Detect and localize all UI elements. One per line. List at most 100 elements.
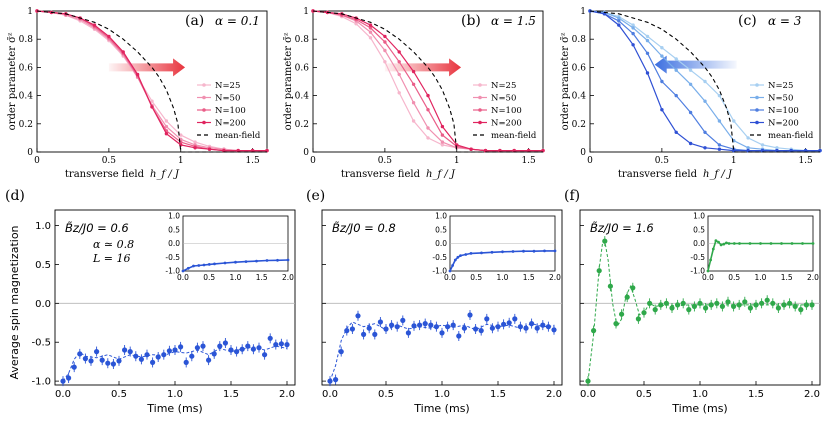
data-point	[77, 351, 83, 357]
inset-point	[276, 258, 279, 262]
x-axis-label: transverse field	[65, 169, 145, 180]
series-point	[746, 146, 750, 150]
param-label: B̃z/J0 = 1.6	[590, 221, 654, 235]
inset-point	[709, 258, 712, 262]
series-point	[383, 34, 387, 39]
inset-point	[522, 249, 525, 253]
series-point	[688, 110, 693, 115]
series-point	[660, 46, 664, 50]
x-tick-label: 0.5	[378, 389, 394, 400]
inset: 0.0 0.5 1.0 1.5 2.0 -1.0 -0.5 0.0 0.5 1.0	[690, 212, 819, 283]
x-axis-symbol: h_f / J	[426, 169, 456, 180]
x-axis-label: Time (ms)	[671, 402, 727, 415]
x-tick-label: 1.5	[748, 389, 764, 400]
trend-arrow	[384, 58, 462, 77]
series-point	[426, 93, 430, 98]
x-tick-label: 1.5	[490, 389, 506, 400]
series-point	[150, 105, 154, 109]
plot-frame	[589, 10, 821, 153]
data-point	[697, 300, 703, 306]
series-point	[631, 43, 635, 47]
series-point	[164, 119, 169, 123]
series-point	[411, 82, 416, 87]
series-point	[717, 93, 722, 98]
y-tick-label: 0.6	[295, 63, 310, 73]
inset-point	[738, 242, 741, 245]
series-point	[179, 133, 183, 137]
data-point	[641, 310, 647, 316]
data-point	[411, 323, 417, 329]
y-tick-label: -0.5	[31, 338, 51, 349]
y-tick-label: 1.0	[35, 221, 51, 232]
series-point	[703, 146, 707, 150]
data-point	[809, 302, 815, 308]
y-tick-label: 0.4	[572, 92, 587, 102]
series-point	[426, 108, 430, 112]
data-point	[489, 325, 495, 331]
data-point	[228, 347, 234, 353]
inset-point	[459, 254, 462, 257]
series-point	[631, 26, 635, 30]
data-point	[714, 300, 720, 306]
y-tick-label: 0.4	[295, 92, 310, 102]
y-tick-label: 0.6	[572, 63, 587, 73]
data-point	[787, 300, 793, 306]
y-tick-label: 0	[303, 148, 309, 158]
panel-label: (f)	[564, 188, 580, 204]
mean-field-line	[589, 10, 820, 153]
data-point	[731, 303, 737, 309]
legend-marker	[202, 120, 206, 125]
legend-label: N=25	[491, 81, 516, 91]
inset-x-tick-label: 1.5	[523, 273, 535, 282]
series-point	[164, 124, 169, 129]
inset-point	[255, 259, 258, 263]
series-point	[688, 141, 693, 146]
x-tick-label: 2.0	[804, 389, 820, 400]
series-point	[92, 23, 97, 27]
series-point	[193, 140, 197, 144]
y-tick-label: 1	[27, 7, 33, 17]
data-point	[250, 346, 256, 352]
inset-point	[719, 243, 723, 247]
data-point	[467, 312, 473, 318]
data-point	[372, 331, 378, 337]
inset-point	[501, 250, 504, 254]
legend-marker	[755, 95, 759, 100]
panel-label: (b)	[461, 13, 481, 29]
inset-y-tick-label: 0.5	[168, 225, 180, 234]
data-point	[377, 319, 383, 325]
series-point	[135, 72, 140, 77]
data-point	[652, 307, 658, 313]
data-point	[759, 300, 765, 306]
y-tick-label: 0	[27, 148, 33, 158]
data-point	[383, 326, 389, 332]
series-point	[383, 60, 387, 64]
x-tick-label: 1.0	[434, 389, 450, 400]
data-point	[394, 324, 400, 330]
legend-label: N=200	[491, 119, 522, 129]
data-point	[602, 238, 608, 244]
x-tick-label: 0.0	[322, 389, 338, 400]
data-point	[234, 349, 240, 355]
inset-x-tick-label: 0.5	[728, 273, 740, 282]
series-point	[688, 68, 693, 72]
data-point	[194, 345, 200, 351]
data-point	[747, 305, 753, 311]
inset-point	[725, 241, 728, 245]
mean-field-line	[312, 10, 543, 153]
data-point	[349, 326, 355, 332]
data-point	[366, 325, 372, 331]
y-tick-label: 0.6	[19, 63, 34, 73]
x-tick-label: 0	[587, 156, 593, 166]
legend-marker	[755, 83, 759, 87]
series-point	[440, 133, 445, 137]
inset-y-tick-label: -0.5	[432, 253, 447, 262]
data-point	[222, 340, 228, 346]
inset: 0.0 0.5 1.0 1.5 2.0 -1.0 -0.5 0.0 0.5 1.0	[165, 212, 294, 283]
series-point	[426, 126, 430, 130]
series-point	[775, 146, 779, 150]
series-point	[631, 23, 635, 27]
inset-y-tick-label: -1.0	[690, 267, 705, 276]
data-point	[133, 353, 139, 359]
x-axis-label: Time (ms)	[413, 402, 469, 415]
